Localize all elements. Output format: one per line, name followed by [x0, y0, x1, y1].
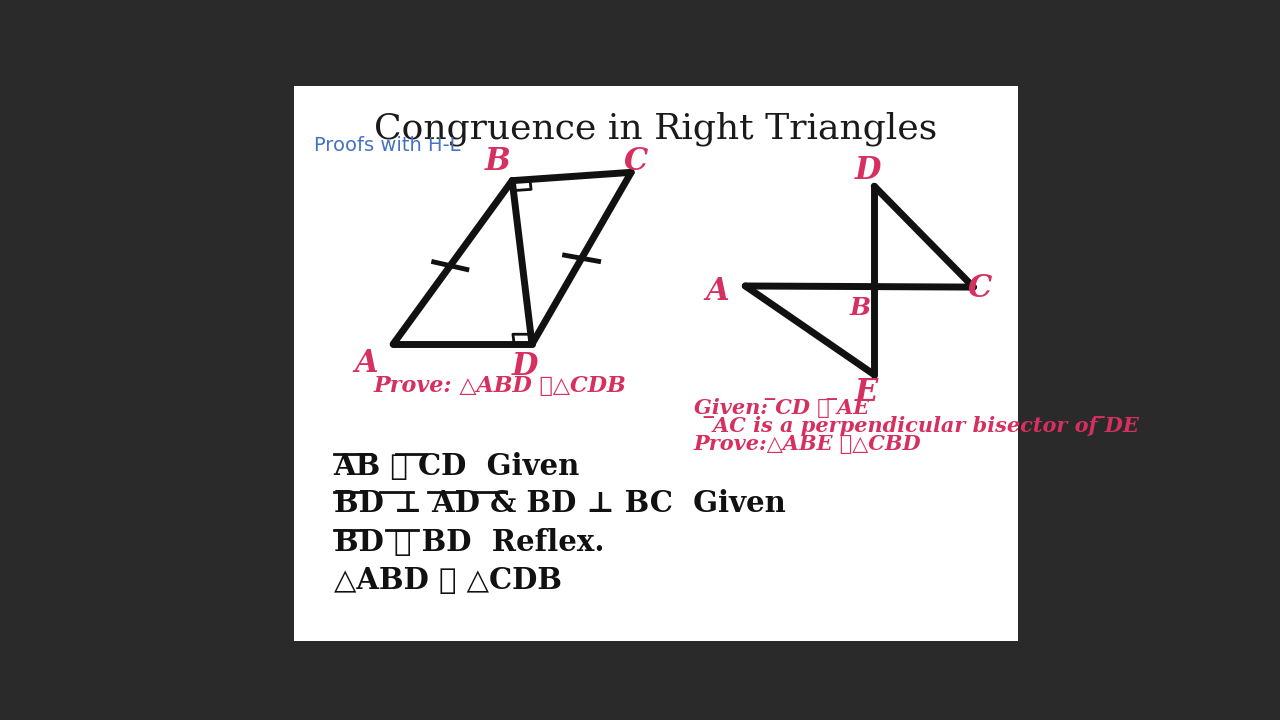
Text: △ABD ≅ △CDB: △ABD ≅ △CDB: [334, 567, 562, 595]
Text: B: B: [850, 296, 870, 320]
Text: Given: ̅CD ≅ ̅AE: Given: ̅CD ≅ ̅AE: [694, 398, 869, 418]
Text: A: A: [705, 276, 730, 307]
Text: BD ⊥ AD & BD ⊥ BC  Given: BD ⊥ AD & BD ⊥ BC Given: [334, 490, 786, 518]
Text: D: D: [855, 156, 882, 186]
Text: C: C: [625, 145, 648, 176]
Text: Prove:△ABE ≅△CBD: Prove:△ABE ≅△CBD: [694, 434, 922, 454]
Text: Prove: △ABD ≅△CDB: Prove: △ABD ≅△CDB: [374, 375, 626, 397]
Text: C: C: [968, 274, 992, 305]
Text: ̅AC is a perpendicular bisector of ̅DE: ̅AC is a perpendicular bisector of ̅DE: [713, 415, 1139, 436]
Text: BD ≅ BD  Reflex.: BD ≅ BD Reflex.: [334, 528, 604, 557]
Text: Proofs with H-L: Proofs with H-L: [314, 136, 461, 156]
Text: B: B: [484, 145, 511, 176]
FancyBboxPatch shape: [294, 86, 1018, 641]
Text: D: D: [512, 351, 539, 382]
Text: E: E: [855, 377, 878, 408]
Text: A: A: [355, 348, 378, 379]
Text: Congruence in Right Triangles: Congruence in Right Triangles: [374, 112, 938, 146]
Text: AB ≅ CD  Given: AB ≅ CD Given: [334, 451, 580, 481]
